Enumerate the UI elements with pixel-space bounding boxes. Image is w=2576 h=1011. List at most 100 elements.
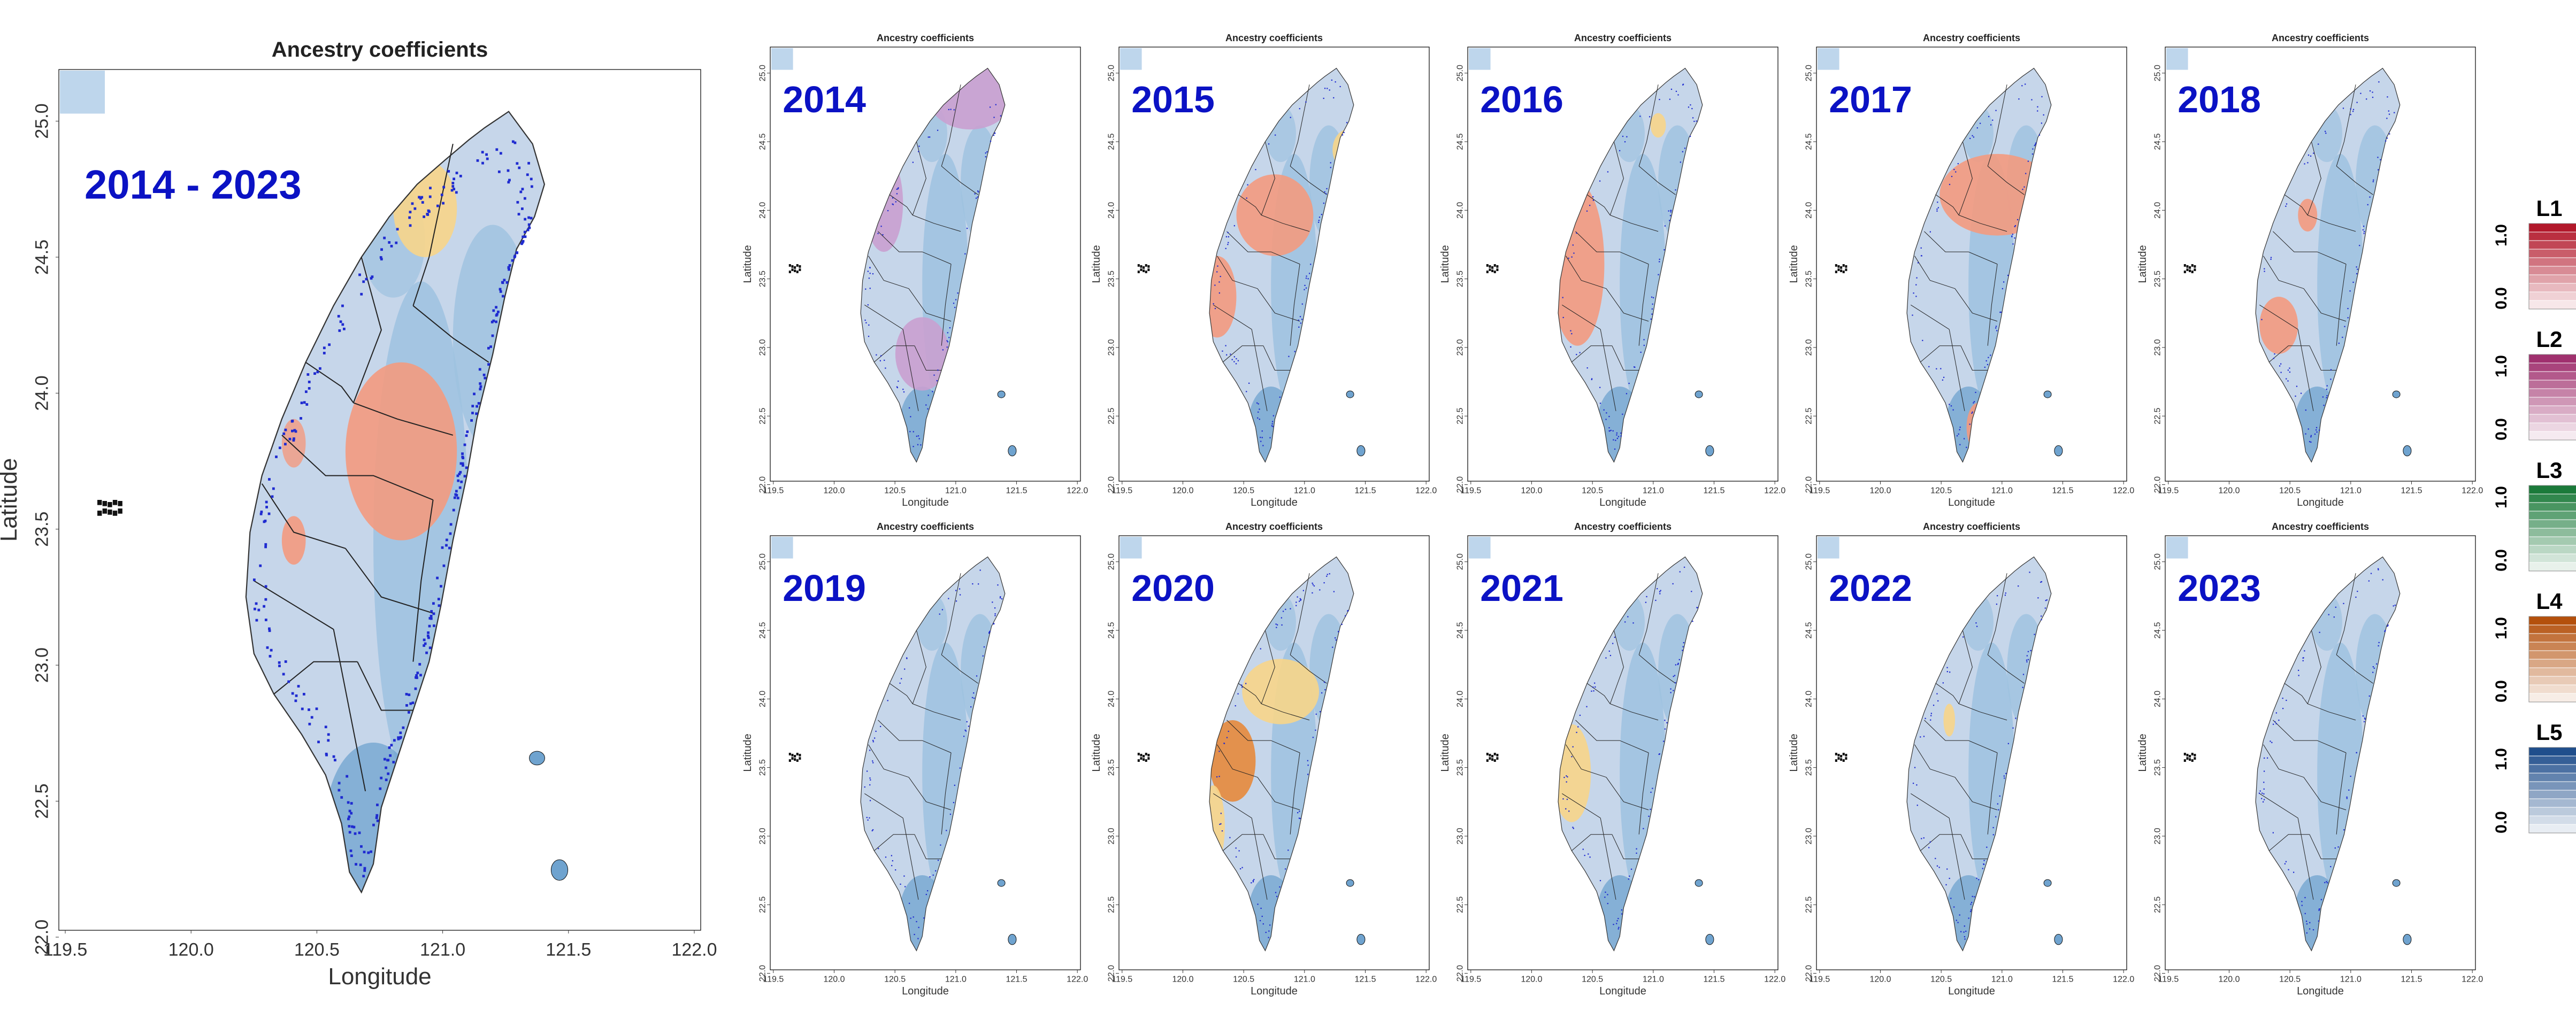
main-sample-points [252, 140, 533, 878]
map-2016-ylabel: Latitude [1439, 245, 1451, 283]
map-2020-x-tick: 119.5 [1111, 975, 1132, 984]
map-2023-y-tick: 24.0 [2153, 691, 2162, 707]
map-2023-xlabel: Longitude [2297, 985, 2344, 997]
map-2014-y-tick: 23.0 [758, 339, 767, 356]
map-2018-y-tick: 22.5 [2153, 408, 2162, 425]
map-2015-taiwan-outline [1209, 67, 1354, 463]
map-2019-y-tick: 25.0 [758, 553, 767, 570]
main-map-panel: Ancestry coefficients 2014 - 2023 119.5 120… [0, 0, 717, 1011]
map-2019-x-tick: 121.0 [945, 975, 967, 984]
map-2021-y-tick: 22.5 [1455, 897, 1465, 913]
main-ylabel: Latitude [0, 458, 22, 542]
legend-L4-colorbar [2528, 616, 2576, 703]
map-2022-x-tick: 121.5 [2052, 975, 2073, 984]
map-2019-islands [788, 753, 1017, 945]
map-2018-y-tick: 23.5 [2153, 271, 2162, 287]
map-2016-islands [1486, 264, 1714, 457]
map-2020-x-tick: 120.0 [1172, 975, 1193, 984]
map-2021-taiwan-outline [1558, 556, 1703, 952]
legend-L5-min: 0.0 [2493, 811, 2510, 834]
map-2019-y-tick: 24.0 [758, 691, 767, 707]
map-2016-x-tick: 119.5 [1460, 486, 1481, 495]
map-2020-county-borders [1213, 573, 1327, 900]
map-2020-y-tick: 22.5 [1107, 897, 1116, 913]
map-2023-sample-points [2258, 568, 2396, 934]
map-2017-x-tick: 120.5 [1930, 486, 1952, 495]
map-2021-y-tick: 24.0 [1455, 691, 1465, 707]
main-y-tick: 22.0 [32, 920, 52, 955]
map-2014-x-tick: 120.5 [884, 486, 906, 495]
map-2021-x-tick: 121.0 [1643, 975, 1664, 984]
map-2014-x-tick: 122.0 [1067, 486, 1088, 495]
map-2017-year-label: 2017 [1829, 79, 1912, 120]
map-2018-y-tick: 24.5 [2153, 133, 2162, 150]
map-2023-y-tick: 23.0 [2153, 828, 2162, 844]
map-2015-islands [1137, 264, 1366, 457]
map-2022-y-tick: 24.0 [1804, 691, 1813, 707]
map-2015-y-tick: 25.0 [1107, 65, 1116, 81]
map-2023-x-tick: 121.5 [2401, 975, 2422, 984]
map-2014-y-tick: 24.0 [758, 202, 767, 219]
map-2018-xlabel: Longitude [2297, 497, 2344, 508]
map-2021-x-tick: 121.5 [1703, 975, 1724, 984]
map-panel-2021: Ancestry coefficients 2021 119.5 120.0 120.5… [1439, 521, 1794, 1006]
map-2022-taiwan-outline [1906, 556, 2052, 952]
map-2020-y-tick: 24.0 [1107, 691, 1116, 707]
main-title: Ancestry coefficients [272, 38, 488, 61]
map-2019-y-tick: 22.0 [758, 965, 767, 982]
map-svg-2019: Ancestry coefficients 2019 119.5 120.0 120.5… [742, 521, 1088, 997]
map-2020-y-tick: 22.0 [1107, 965, 1116, 982]
map-2023-x-tick: 120.5 [2279, 975, 2301, 984]
map-2019-county-borders [864, 573, 978, 900]
main-x-tick: 120.5 [294, 940, 340, 960]
map-2014-ylabel: Latitude [742, 245, 754, 283]
map-2022-xlabel: Longitude [1948, 985, 1995, 997]
map-2022-corner-patch [1818, 537, 1839, 559]
map-2016-y-tick: 23.0 [1455, 339, 1465, 356]
map-2020-sample-points [1216, 573, 1349, 938]
main-y-tick: 23.5 [32, 512, 52, 547]
map-2021-xlabel: Longitude [1599, 985, 1646, 997]
legend-L5-max: 1.0 [2493, 748, 2510, 770]
map-2022-y-tick: 24.5 [1804, 622, 1813, 638]
map-svg-2020: Ancestry coefficients 2020 119.5 120.0 120.5… [1091, 521, 1437, 997]
map-2014-y-tick: 23.5 [758, 271, 767, 287]
map-2015-sample-points [1213, 79, 1348, 446]
map-2019-xlabel: Longitude [902, 985, 949, 997]
map-2017-y-tick: 22.5 [1804, 408, 1813, 425]
map-2016-y-tick: 24.0 [1455, 202, 1465, 219]
map-2022-x-tick: 119.5 [1809, 975, 1830, 984]
map-2019-x-tick: 121.5 [1006, 975, 1027, 984]
map-2023-y-tick: 22.0 [2153, 965, 2162, 982]
map-2017-y-tick: 23.5 [1804, 271, 1813, 287]
map-2017-xlabel: Longitude [1948, 497, 1995, 508]
map-2019-sample-points [864, 569, 1003, 939]
map-2016-taiwan-outline [1558, 67, 1703, 463]
map-2014-corner-patch [771, 48, 793, 70]
map-2017-islands [1835, 264, 2063, 457]
map-2016-x-tick: 122.0 [1764, 486, 1785, 495]
map-panel-2014: Ancestry coefficients 2014 119.5 120.0 120.5… [742, 33, 1097, 518]
map-2015-year-label: 2015 [1131, 79, 1215, 120]
map-2014-y-tick: 24.5 [758, 133, 767, 150]
map-2019-corner-patch [771, 537, 793, 559]
map-2021-y-tick: 22.0 [1455, 965, 1465, 982]
main-xlabel: Longitude [328, 963, 431, 990]
legend-L4-min: 0.0 [2493, 680, 2510, 703]
legend-L4-label: L4 [2536, 589, 2563, 614]
map-2016-xlabel: Longitude [1599, 497, 1646, 508]
map-2023-x-tick: 120.0 [2218, 975, 2240, 984]
map-2021-x-tick: 119.5 [1460, 975, 1481, 984]
map-2019-y-tick: 24.5 [758, 622, 767, 638]
map-2016-x-tick: 121.5 [1703, 486, 1724, 495]
map-2020-xlabel: Longitude [1251, 985, 1298, 997]
map-2021-y-tick: 23.5 [1455, 759, 1465, 776]
map-2021-county-borders [1562, 573, 1676, 900]
map-2023-county-borders [2259, 573, 2373, 900]
map-2018-x-tick: 121.5 [2401, 486, 2422, 495]
map-2015-x-tick: 121.5 [1354, 486, 1376, 495]
map-2019-y-tick: 22.5 [758, 897, 767, 913]
map-2015-y-tick: 24.0 [1107, 202, 1116, 219]
map-2017-y-tick: 24.5 [1804, 133, 1813, 150]
map-2018-county-borders [2259, 84, 2373, 411]
